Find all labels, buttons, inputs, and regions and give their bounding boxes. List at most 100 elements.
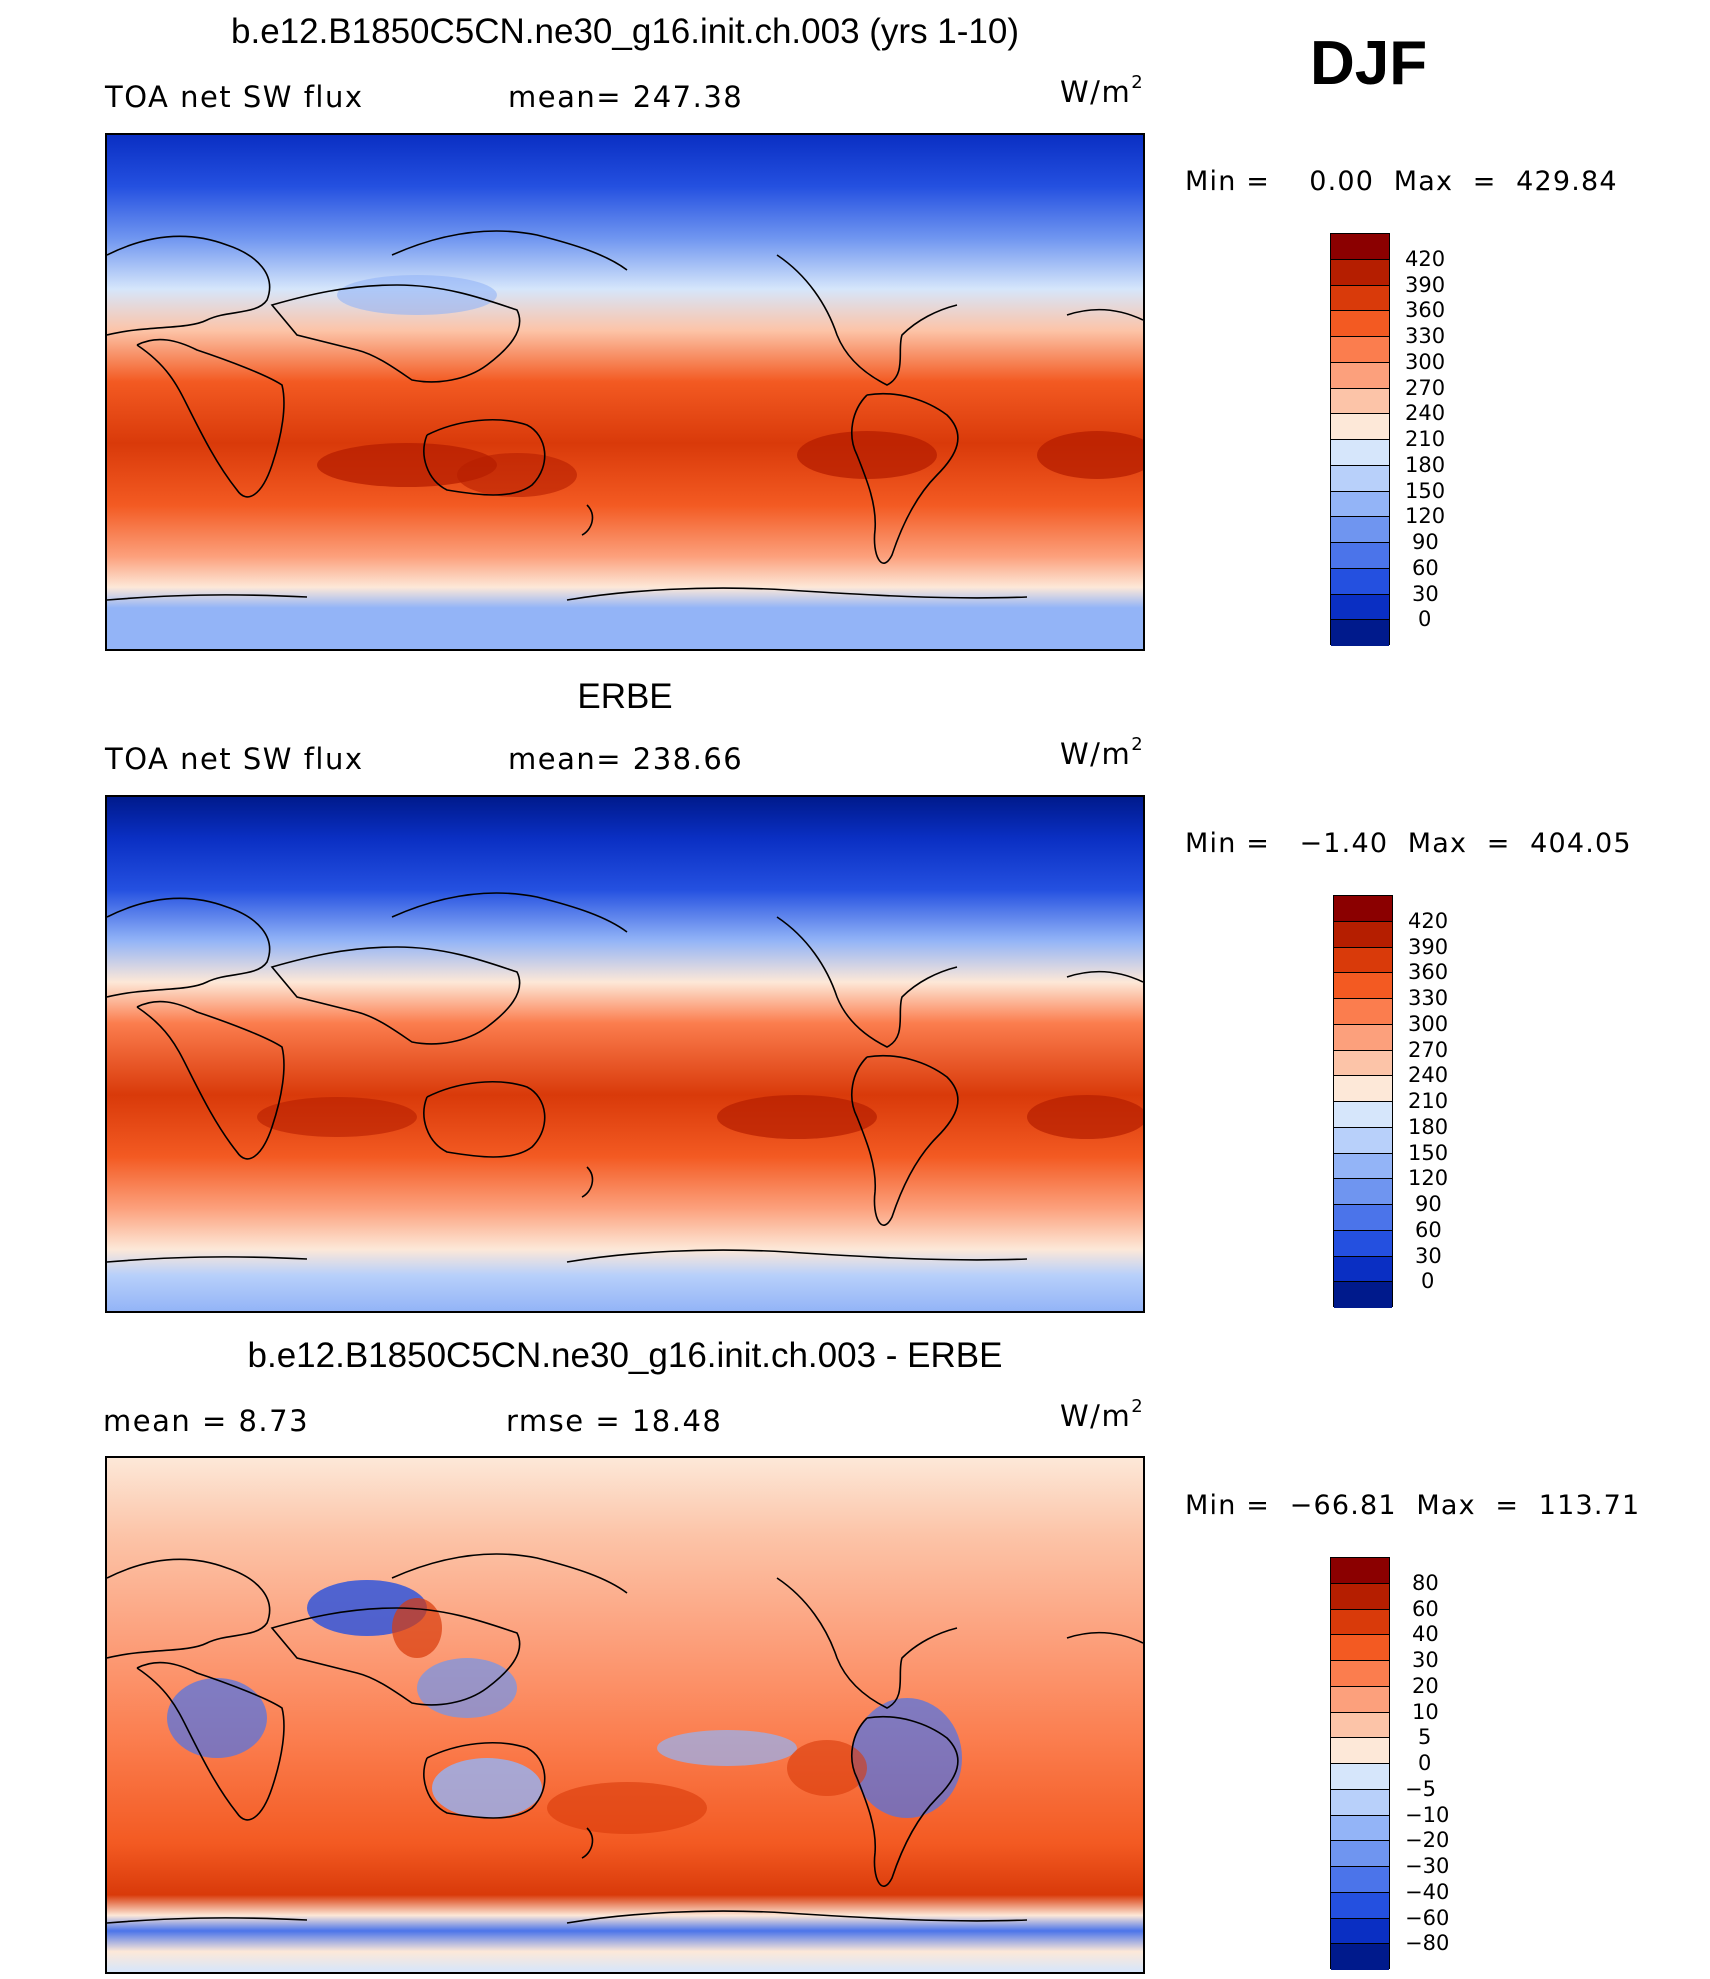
panel-3-colorbar-cell (1331, 1609, 1389, 1636)
panel-1-colorbar-cell (1331, 620, 1389, 646)
panel-2-minmax: Min = −1.40 Max = 404.05 (1185, 828, 1632, 859)
panel-1-colorbar-label: 60 (1412, 556, 1439, 580)
panel-2-colorbar-label: 390 (1408, 935, 1449, 959)
panel-2-mean-label: mean= 238.66 (508, 742, 744, 776)
panel-1-colorbar-cell (1331, 414, 1389, 440)
panel-3-colorbar (1330, 1557, 1390, 1970)
panel-1-colorbar-label: 330 (1405, 324, 1446, 348)
panel-1-colorbar-label: 300 (1405, 350, 1446, 374)
panel-2-colorbar-label: 420 (1408, 909, 1449, 933)
panel-3-colorbar-cell (1331, 1789, 1389, 1816)
panel-3-colorbar-label: 40 (1412, 1622, 1439, 1646)
panel-1-colorbar-cell (1331, 440, 1389, 466)
panel-3-colorbar-cell (1331, 1764, 1389, 1790)
panel-2-colorbar-label: 30 (1415, 1244, 1442, 1268)
panel-2-colorbar-label: 270 (1408, 1038, 1449, 1062)
panel-1-colorbar-cell (1331, 234, 1389, 260)
panel-3-colorbar-label: −30 (1405, 1854, 1450, 1878)
panel-3-colorbar-label: 0 (1418, 1751, 1432, 1775)
panel-2-colorbar-label: 0 (1421, 1269, 1435, 1293)
panel-3-colorbar-cell (1331, 1738, 1389, 1764)
panel-3-colorbar-label: −80 (1405, 1931, 1450, 1955)
panel-1-colorbar-label: 120 (1405, 504, 1446, 528)
panel-1-colorbar-cell (1331, 517, 1389, 543)
panel-2-colorbar-label: 210 (1408, 1089, 1449, 1113)
panel-3-colorbar-cell (1331, 1558, 1389, 1584)
panel-1-colorbar (1330, 233, 1390, 646)
panel-2-variable-label: TOA net SW flux (105, 742, 364, 776)
panel-3-colorbar-cell (1331, 1635, 1389, 1661)
panel-3-colorbar-label: 80 (1412, 1571, 1439, 1595)
panel-3-colorbar-cell (1331, 1661, 1389, 1687)
panel-2-colorbar-cell (1334, 1050, 1392, 1077)
panel-1-colorbar-label: 30 (1412, 582, 1439, 606)
panel-2-map (105, 795, 1145, 1313)
panel-1-colorbar-label: 150 (1405, 479, 1446, 503)
panel-1-colorbar-label: 90 (1412, 530, 1439, 554)
panel-2-field (107, 797, 1143, 1311)
panel-2-colorbar-label: 300 (1408, 1012, 1449, 1036)
panel-2-colorbar-cell (1334, 896, 1392, 922)
panel-1-minmax: Min = 0.00 Max = 429.84 (1185, 166, 1618, 197)
panel-2-colorbar-cell (1334, 1102, 1392, 1128)
panel-2-colorbar-cell (1334, 1024, 1392, 1051)
panel-1-title: b.e12.B1850C5CN.ne30_g16.init.ch.003 (yr… (231, 12, 1019, 51)
panel-2-colorbar-label: 90 (1415, 1192, 1442, 1216)
panel-3-colorbar-label: 60 (1412, 1597, 1439, 1621)
panel-2-colorbar-cell (1334, 1127, 1392, 1154)
panel-3-colorbar-label: 20 (1412, 1674, 1439, 1698)
panel-3-rmse-label: rmse = 18.48 (506, 1404, 723, 1438)
panel-2-colorbar-cell (1334, 999, 1392, 1025)
panel-1-colorbar-label: 240 (1405, 401, 1446, 425)
panel-3-colorbar-label: 10 (1412, 1700, 1439, 1724)
panel-2-colorbar-cell (1334, 1179, 1392, 1205)
panel-1-map (105, 133, 1145, 651)
season-label: DJF (1310, 29, 1428, 98)
panel-1-colorbar-cell (1331, 311, 1389, 337)
panel-2-colorbar-cell (1334, 921, 1392, 948)
panel-3-colorbar-cell (1331, 1892, 1389, 1919)
panel-3-field (107, 1458, 1143, 1972)
panel-3-colorbar-cell (1331, 1712, 1389, 1739)
panel-1-mean-label: mean= 247.38 (508, 80, 744, 114)
panel-1-colorbar-cell (1331, 465, 1389, 492)
panel-2-colorbar-cell (1334, 1282, 1392, 1308)
panel-2-colorbar-cell (1334, 1076, 1392, 1102)
panel-3-mean-label: mean = 8.73 (103, 1404, 310, 1438)
panel-3-units: W/m2 (1060, 1396, 1143, 1433)
panel-3-colorbar-cell (1331, 1918, 1389, 1945)
panel-1-colorbar-cell (1331, 388, 1389, 415)
panel-3-colorbar-cell (1331, 1686, 1389, 1713)
panel-2-colorbar-cell (1334, 947, 1392, 974)
panel-3-colorbar-cell (1331, 1867, 1389, 1893)
panel-2-colorbar-cell (1334, 973, 1392, 999)
panel-1-colorbar-cell (1331, 543, 1389, 569)
panel-1-colorbar-label: 0 (1418, 607, 1432, 631)
panel-2-colorbar-label: 360 (1408, 960, 1449, 984)
panel-2-colorbar-label: 60 (1415, 1218, 1442, 1242)
panel-3-colorbar-label: −60 (1405, 1906, 1450, 1930)
panel-2-colorbar-label: 240 (1408, 1063, 1449, 1087)
panel-2-colorbar (1333, 895, 1393, 1308)
panel-3-colorbar-cell (1331, 1841, 1389, 1867)
panel-3-colorbar-label: −10 (1405, 1803, 1450, 1827)
panel-1-colorbar-label: 390 (1405, 273, 1446, 297)
panel-1-variable-label: TOA net SW flux (105, 80, 364, 114)
panel-3-map (105, 1456, 1145, 1974)
panel-2-colorbar-label: 330 (1408, 986, 1449, 1010)
panel-1-colorbar-cell (1331, 259, 1389, 286)
panel-2-colorbar-cell (1334, 1153, 1392, 1180)
panel-1-colorbar-cell (1331, 337, 1389, 363)
panel-1-colorbar-label: 210 (1405, 427, 1446, 451)
panel-1-colorbar-label: 180 (1405, 453, 1446, 477)
panel-1-colorbar-cell (1331, 491, 1389, 518)
panel-3-colorbar-label: 30 (1412, 1648, 1439, 1672)
panel-1-colorbar-cell (1331, 568, 1389, 595)
panel-2-colorbar-label: 120 (1408, 1166, 1449, 1190)
panel-3-minmax: Min = −66.81 Max = 113.71 (1185, 1490, 1641, 1521)
panel-3-colorbar-cell (1331, 1815, 1389, 1842)
panel-2-units: W/m2 (1060, 734, 1143, 771)
panel-1-colorbar-cell (1331, 285, 1389, 312)
panel-3-colorbar-cell (1331, 1944, 1389, 1970)
panel-3-colorbar-label: −5 (1405, 1777, 1436, 1801)
